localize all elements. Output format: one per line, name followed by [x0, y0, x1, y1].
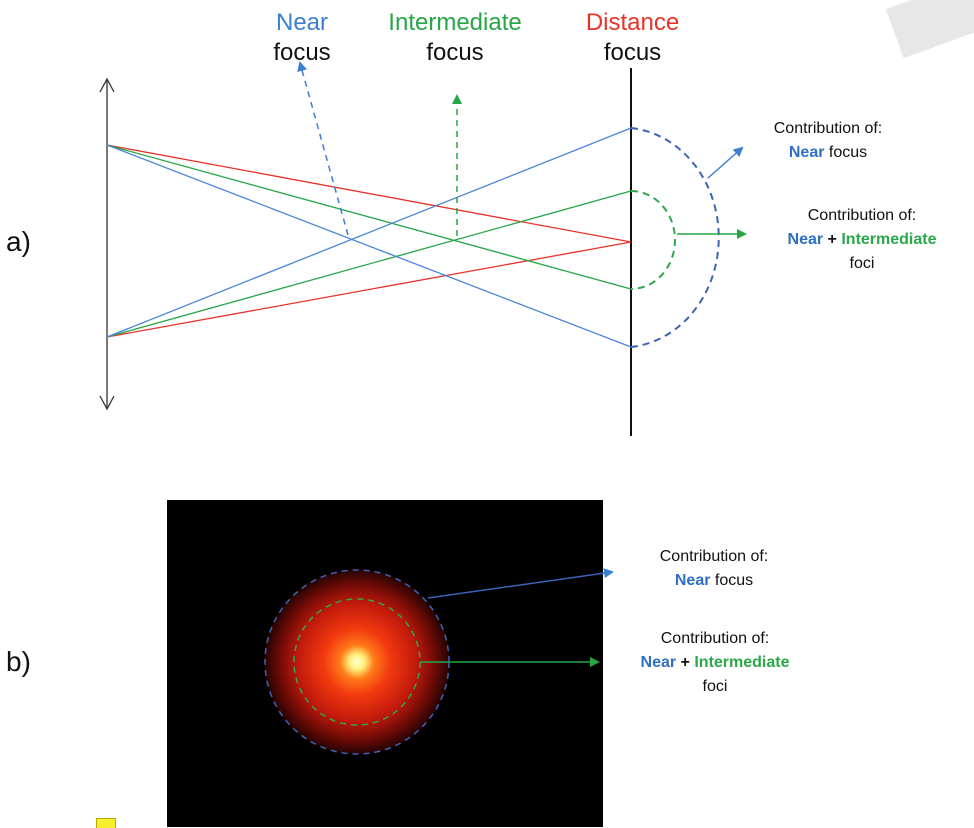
- panel-a-ni-intermediate-word: Intermediate: [841, 231, 937, 248]
- intermediate-ray-bottom: [106, 190, 632, 338]
- panel-a-near-contribution-line1: Contribution of:: [773, 120, 883, 137]
- panel-b-ni-near-word: Near: [640, 654, 677, 671]
- lens-top-arrowhead: [99, 77, 115, 93]
- psf-glow: [262, 567, 452, 757]
- near-ray-top: [106, 144, 632, 348]
- panel-a-ni-contribution-line2: Near + Intermediate: [752, 228, 972, 252]
- panel-a-near-word: Near: [788, 144, 825, 161]
- panel-a-ni-contribution-line3: foci: [849, 255, 875, 272]
- panel-b-ni-contribution-line2: Near + Intermediate: [605, 651, 825, 675]
- psf-heatmap-image: [167, 500, 603, 827]
- panel-b-focus-word: focus: [714, 572, 754, 589]
- panel-a-focus-word: focus: [828, 144, 868, 161]
- panel-b-ni-contribution-line3: foci: [702, 678, 728, 695]
- panel-a-label: a): [6, 226, 31, 257]
- intermediate-focus-header: Intermediate focus: [365, 8, 545, 68]
- panel-b-near-intermediate-contribution: Contribution of: Near + Intermediate foc…: [605, 627, 825, 699]
- intermediate-focus-title: Intermediate: [388, 9, 522, 36]
- panel-a-ni-contribution-line1: Contribution of:: [807, 207, 917, 224]
- panel-b-ni-plus: +: [680, 654, 690, 671]
- near-contribution-arrow-b: [427, 568, 614, 599]
- distance-focus-subtitle: focus: [603, 39, 662, 66]
- near-contribution-arrow-a: [707, 146, 744, 179]
- distance-ray-top: [106, 144, 632, 243]
- intermediate-ray-top: [106, 144, 632, 290]
- panel-b-ni-contribution-line1: Contribution of:: [660, 630, 770, 647]
- panel-b-label: b): [6, 646, 31, 677]
- distance-focus-header: Distance focus: [570, 8, 695, 68]
- near-focus-header: Near focus: [262, 8, 342, 68]
- panel-a-near-intermediate-contribution: Contribution of: Near + Intermediate foc…: [752, 204, 972, 276]
- panel-b-near-contribution: Contribution of: Near focus: [634, 545, 794, 593]
- intermediate-blur-arc: [630, 190, 676, 290]
- distance-focus-title: Distance: [585, 9, 680, 36]
- panel-b-near-contribution-line2: Near focus: [634, 569, 794, 593]
- near-blur-arc: [630, 127, 720, 348]
- panel-b-ni-intermediate-word: Intermediate: [694, 654, 790, 671]
- near-focus-pointer: [297, 61, 349, 236]
- distance-ray-bottom: [106, 241, 632, 338]
- panel-a-ni-near-word: Near: [787, 231, 824, 248]
- lens-bottom-arrowhead: [99, 395, 115, 411]
- panel-a-near-contribution: Contribution of: Near focus: [748, 117, 908, 165]
- yellow-corner-marker: [96, 818, 116, 828]
- panel-a-near-contribution-line2: Near focus: [748, 141, 908, 165]
- panel-b-near-word: Near: [674, 572, 711, 589]
- near-focus-title: Near: [275, 9, 329, 36]
- intermediate-focus-subtitle: focus: [426, 39, 484, 66]
- near-ray-bottom: [106, 127, 632, 338]
- panel-b-near-contribution-line1: Contribution of:: [659, 548, 769, 565]
- panel-a-ni-plus: +: [827, 231, 837, 248]
